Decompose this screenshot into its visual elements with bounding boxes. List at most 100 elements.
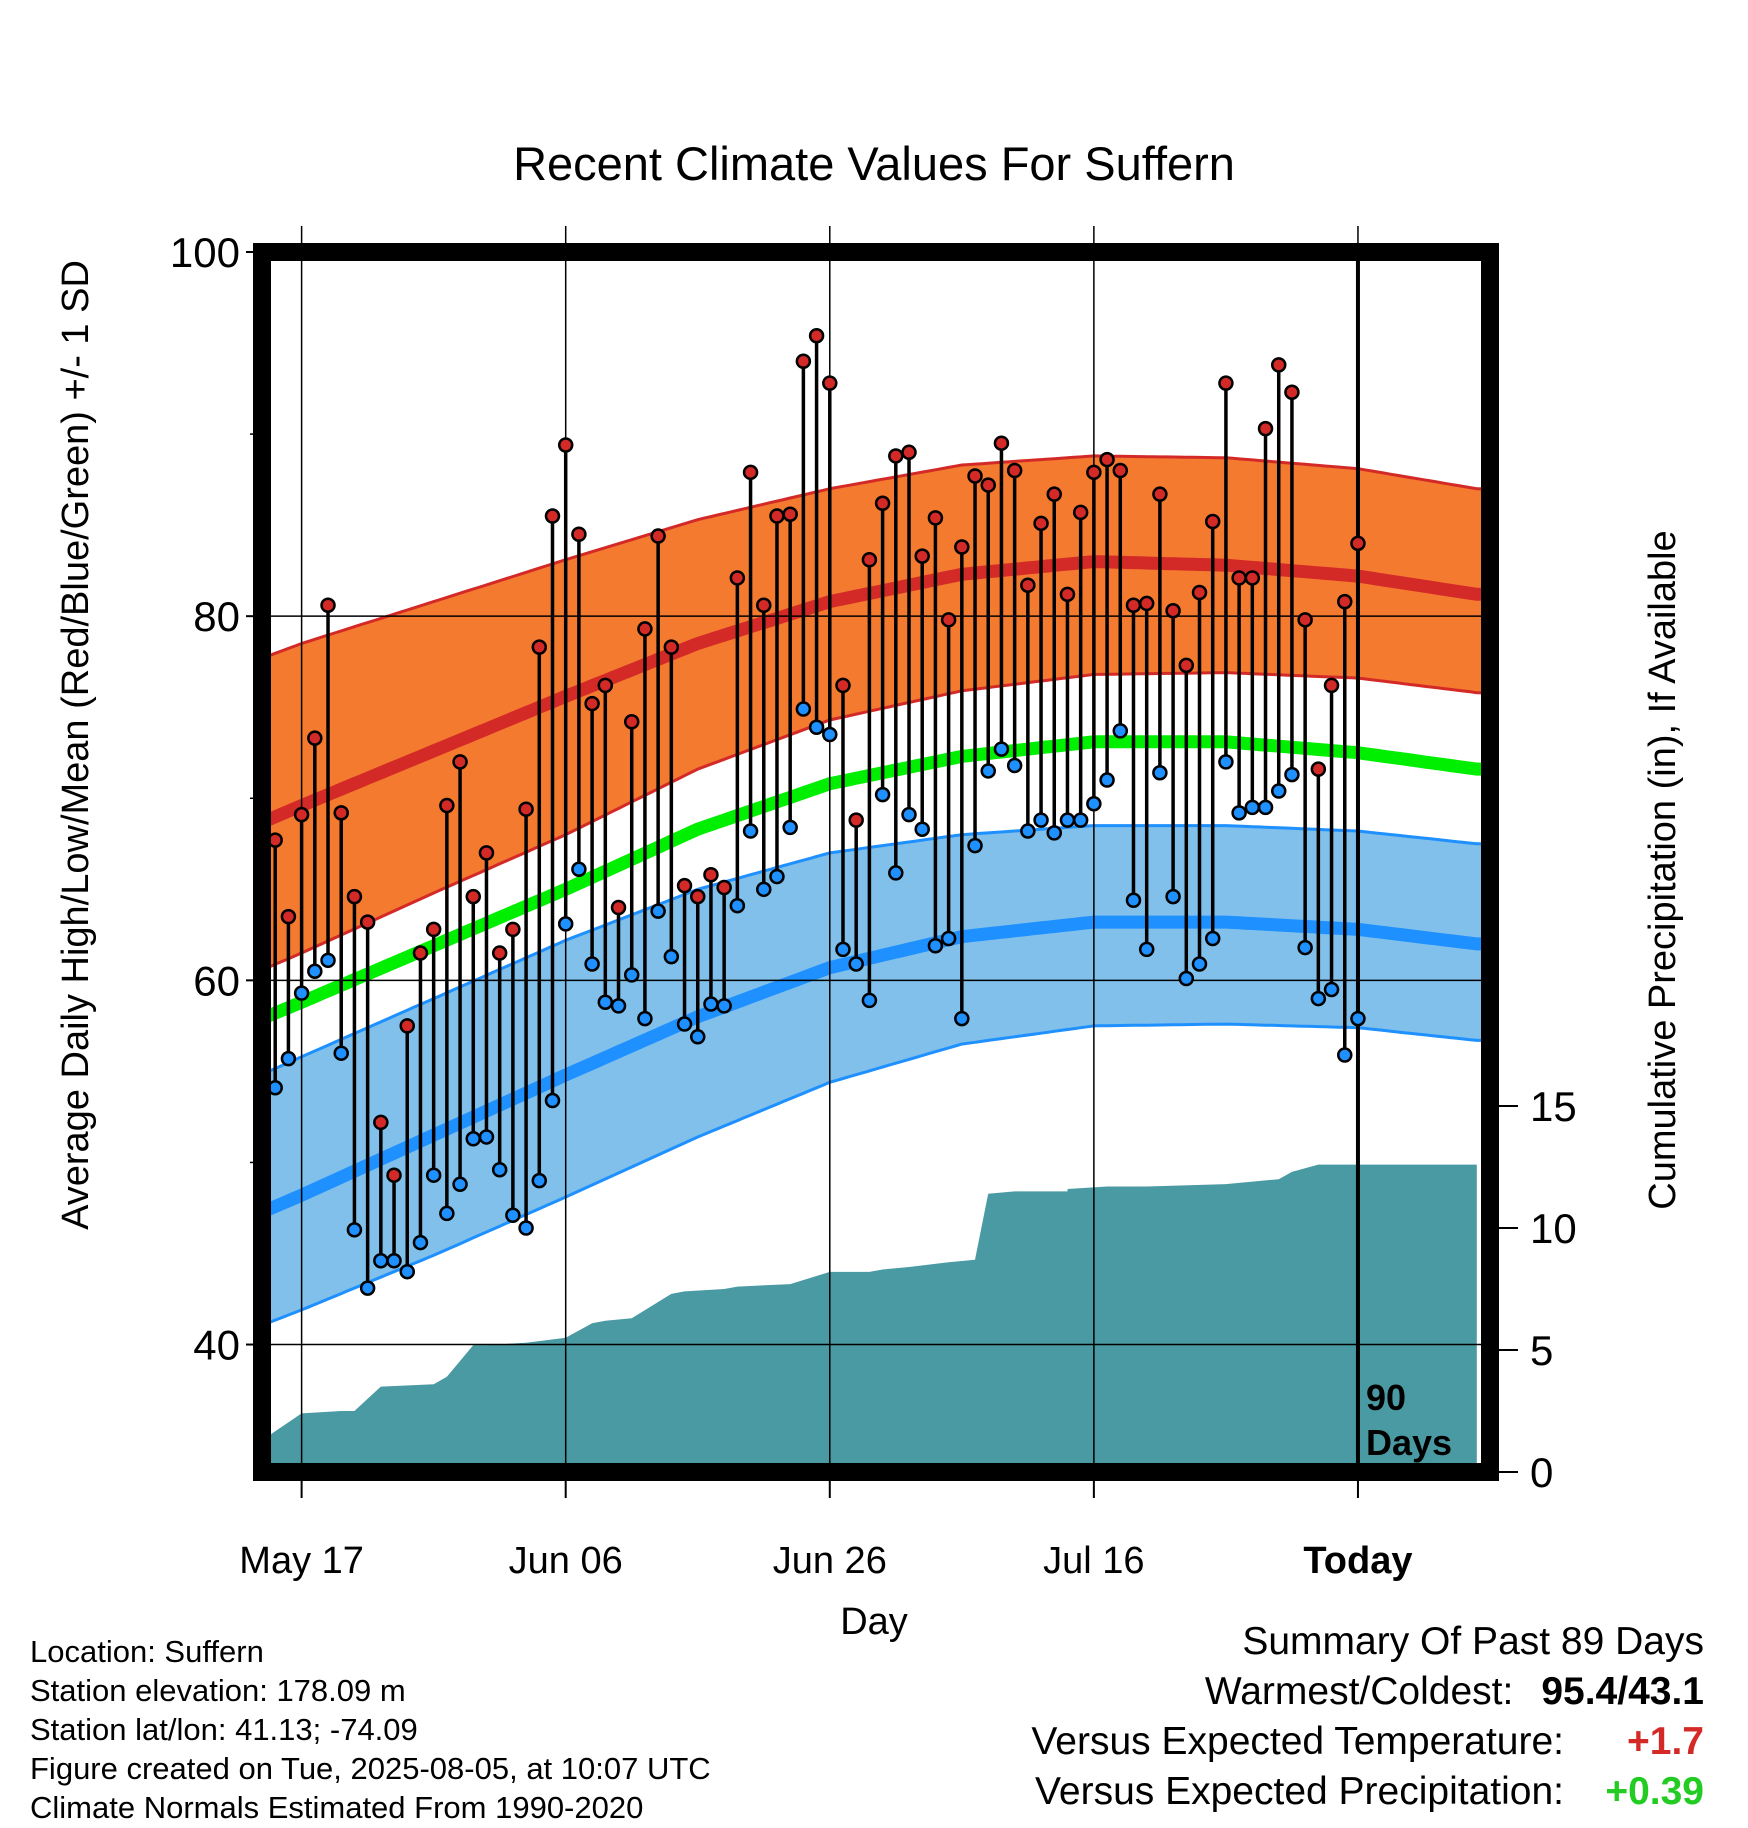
daily-high-point bbox=[769, 508, 785, 524]
daily-low-point bbox=[505, 1207, 521, 1224]
daily-low-point bbox=[1244, 799, 1261, 816]
y2-tick-label: 15 bbox=[1530, 1083, 1577, 1130]
temp-label: Versus Expected Temperature: bbox=[1031, 1720, 1564, 1763]
daily-low-point bbox=[203, 1105, 216, 1118]
daily-low-point bbox=[1046, 825, 1063, 841]
daily-high-point bbox=[399, 1018, 415, 1034]
summary-panel: Summary Of Past 89 Days Warmest/Coldest:… bbox=[1031, 1617, 1704, 1817]
today-days-label: 90 bbox=[1366, 1377, 1406, 1418]
daily-high-point bbox=[795, 353, 812, 370]
daily-high-point bbox=[1086, 464, 1102, 481]
daily-low-point bbox=[1218, 754, 1234, 770]
daily-low-point bbox=[478, 1129, 495, 1145]
daily-high-point bbox=[491, 945, 508, 961]
daily-high-point bbox=[1178, 657, 1195, 674]
daily-low-point bbox=[189, 1132, 202, 1145]
daily-low-point bbox=[386, 1253, 402, 1269]
latlon-text: Station lat/lon: 41.13; -74.09 bbox=[30, 1712, 418, 1747]
daily-high-point bbox=[716, 879, 732, 896]
daily-low-point bbox=[373, 1253, 389, 1269]
daily-low-point bbox=[861, 992, 878, 1009]
daily-high-point bbox=[1191, 584, 1208, 601]
daily-low-point bbox=[1059, 812, 1076, 828]
daily-high-point bbox=[1059, 586, 1076, 603]
daily-high-point bbox=[584, 695, 600, 712]
daily-low-point bbox=[597, 994, 614, 1010]
daily-low-point bbox=[689, 1029, 706, 1045]
location-text: Location: Suffern bbox=[30, 1634, 264, 1669]
created-text: Figure created on Tue, 2025-08-05, at 10… bbox=[30, 1751, 711, 1786]
daily-low-point bbox=[1112, 723, 1129, 739]
low-upper-edge bbox=[262, 824, 1490, 1076]
daily-high-point bbox=[280, 908, 297, 925]
daily-low-point bbox=[465, 1131, 482, 1147]
station-info: Location: Suffern Station elevation: 178… bbox=[30, 1632, 711, 1827]
daily-low-point bbox=[412, 1234, 429, 1251]
daily-low-point bbox=[940, 930, 957, 947]
daily-low-point bbox=[980, 763, 996, 779]
daily-high-point bbox=[993, 435, 1010, 451]
daily-low-point bbox=[835, 941, 851, 958]
daily-low-point bbox=[544, 1092, 561, 1109]
daily-high-point bbox=[742, 464, 759, 481]
daily-high-point bbox=[637, 621, 653, 637]
daily-low-point bbox=[320, 952, 336, 969]
daily-high-point bbox=[465, 888, 482, 905]
daily-low-point bbox=[782, 819, 798, 836]
daily-high-point bbox=[940, 612, 957, 628]
daily-high-point bbox=[914, 548, 930, 564]
daily-high-point bbox=[505, 921, 521, 938]
daily-high-point bbox=[623, 714, 640, 730]
daily-high-point bbox=[927, 510, 944, 526]
daily-high-point bbox=[756, 597, 772, 614]
y2-axis-label: Cumulative Precipitation (in), If Availa… bbox=[1642, 530, 1684, 1209]
x-tick-label: Today bbox=[1303, 1540, 1412, 1582]
daily-low-point bbox=[1310, 990, 1327, 1007]
daily-high-point bbox=[1244, 570, 1261, 586]
x-tick-label: Jun 26 bbox=[773, 1540, 887, 1582]
daily-low-point bbox=[610, 998, 627, 1014]
daily-low-point bbox=[280, 1050, 297, 1067]
daily-high-point bbox=[571, 526, 587, 542]
daily-high-point bbox=[1112, 462, 1129, 479]
daily-low-point bbox=[1020, 823, 1036, 839]
daily-low-point bbox=[491, 1161, 508, 1178]
daily-high-point bbox=[1337, 593, 1353, 610]
daily-high-point bbox=[967, 468, 983, 484]
daily-high-point bbox=[557, 437, 574, 453]
elevation-text: Station elevation: 178.09 m bbox=[30, 1673, 406, 1708]
high-upper-edge bbox=[262, 454, 1490, 660]
daily-low-point bbox=[769, 868, 785, 885]
daily-high-point bbox=[518, 801, 534, 817]
daily-low-point bbox=[1125, 892, 1142, 908]
daily-high-point bbox=[1125, 597, 1142, 614]
daily-high-point bbox=[1323, 677, 1340, 694]
daily-high-point bbox=[229, 806, 242, 819]
daily-high-point bbox=[954, 539, 970, 555]
y-tick-label: 100 bbox=[170, 229, 240, 276]
y-tick-label: 40 bbox=[193, 1322, 240, 1369]
temp-value: +1.7 bbox=[1627, 1720, 1704, 1763]
precip-value: +0.39 bbox=[1605, 1770, 1704, 1813]
daily-high-point bbox=[597, 677, 614, 694]
daily-low-point bbox=[729, 897, 746, 914]
daily-low-point bbox=[795, 701, 812, 717]
daily-high-point bbox=[1231, 570, 1247, 586]
daily-low-point bbox=[756, 881, 772, 898]
daily-low-point bbox=[1006, 757, 1023, 774]
daily-high-point bbox=[425, 921, 442, 938]
daily-low-point bbox=[874, 786, 891, 803]
precip-label: Versus Expected Precipitation: bbox=[1035, 1770, 1564, 1813]
daily-low-point bbox=[1191, 956, 1208, 972]
daily-high-point bbox=[216, 1083, 229, 1096]
x-tick-label: May 17 bbox=[239, 1540, 364, 1582]
daily-low-point bbox=[1178, 970, 1195, 987]
daily-low-point bbox=[346, 1222, 363, 1238]
daily-low-point bbox=[888, 865, 904, 881]
daily-high-point bbox=[1350, 535, 1366, 552]
daily-low-point bbox=[967, 837, 983, 854]
daily-low-point bbox=[571, 861, 587, 878]
daily-low-point bbox=[927, 938, 944, 954]
daily-high-point bbox=[610, 899, 627, 916]
